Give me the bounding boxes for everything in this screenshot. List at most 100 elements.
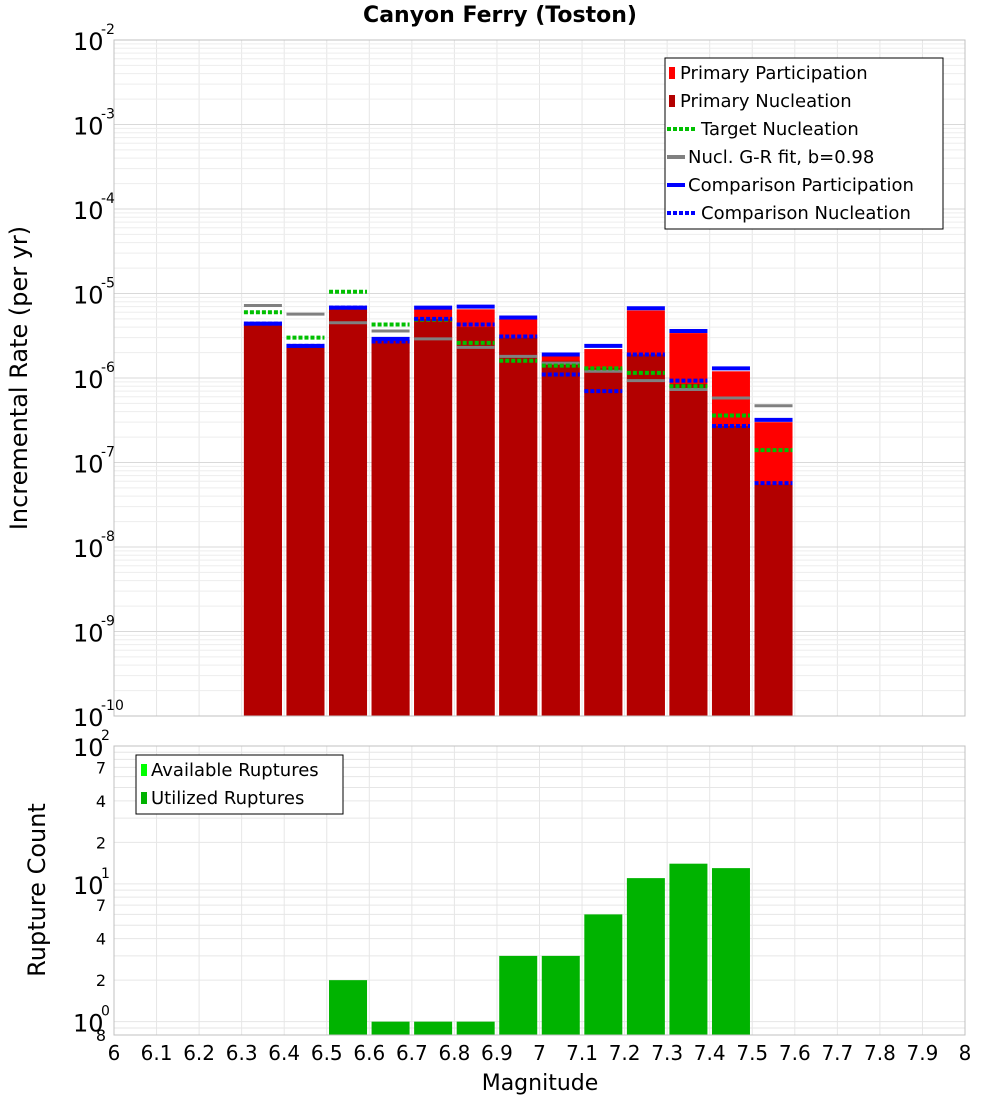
primary-nucleation-bar (669, 383, 708, 716)
x-axis-label: Magnitude (482, 1071, 599, 1096)
count-y-tick-exponent: 0 (101, 1004, 110, 1020)
x-tick-label: 8 (959, 1041, 972, 1065)
count-legend-label: Utilized Ruptures (151, 788, 304, 809)
x-tick-label: 6.4 (268, 1041, 300, 1065)
primary-nucleation-bar (371, 340, 410, 716)
rate-y-tick-exponent: -8 (101, 529, 115, 545)
x-tick-label: 7.2 (609, 1041, 641, 1065)
rate-y-tick-base: 10 (73, 535, 104, 563)
x-tick-label: 7.3 (651, 1041, 683, 1065)
rate-y-tick-exponent: -3 (101, 107, 115, 123)
x-tick-label: 7.4 (694, 1041, 726, 1065)
x-tick-label: 6.6 (353, 1041, 385, 1065)
count-y-axis-label: Rupture Count (23, 803, 51, 977)
utilized-ruptures-bar (329, 980, 368, 1035)
count-y-minor-tick: 2 (96, 971, 106, 990)
count-legend-label: Available Ruptures (151, 760, 319, 781)
count-y-tick-exponent: 1 (101, 866, 110, 882)
x-tick-label: 6.2 (183, 1041, 215, 1065)
count-legend: Available Ruptures Utilized Ruptures (135, 754, 344, 815)
rate-lines (243, 289, 793, 486)
rate-y-tick-exponent: -4 (101, 191, 115, 207)
utilized-ruptures-bar (414, 1021, 453, 1035)
x-tick-label: 6.1 (141, 1041, 173, 1065)
x-tick-label: 6.3 (226, 1041, 258, 1065)
primary-nucleation-bar (456, 327, 495, 716)
x-tick-label: 7.1 (566, 1041, 598, 1065)
count-y-minor-tick: 4 (96, 792, 106, 811)
utilized-ruptures-bar (371, 1021, 410, 1035)
count-y-tick-exponent: 2 (101, 728, 110, 744)
rate-y-tick-exponent: -7 (101, 445, 115, 461)
rate-legend: Primary Participation Primary Nucleation T… (664, 57, 944, 230)
utilized-ruptures-bar (541, 955, 580, 1035)
utilized-ruptures-bar (711, 868, 750, 1035)
primary-nucleation-bar (711, 426, 750, 716)
primary-nucleation-bar (286, 347, 325, 716)
count-plot-frame (113, 745, 966, 1036)
rate-y-tick-exponent: -5 (101, 276, 115, 292)
rate-plot-frame (113, 39, 966, 717)
x-tick-label: 7.9 (907, 1041, 939, 1065)
rate-y-axis-label: Incremental Rate (per yr) (5, 226, 33, 530)
count-y-minor-tick: 2 (96, 833, 106, 852)
rate-y-tick-base: 10 (73, 366, 104, 394)
rate-y-tick-exponent: -10 (101, 698, 124, 714)
x-tick-labels: 6 6.1 6.2 6.3 6.4 6.5 6.6 6.7 6.8 6.9 7 7.1 7.2 7.3 7.… (108, 1041, 972, 1065)
count-y-minor-tick: 4 (96, 930, 106, 949)
x-tick-label: 6.9 (481, 1041, 513, 1065)
count-bars (329, 863, 750, 1035)
rate-y-tick-exponent: -2 (101, 22, 115, 38)
x-tick-label: 7.8 (864, 1041, 896, 1065)
x-tick-label: 6 (108, 1041, 121, 1065)
rate-legend-label: Comparison Nucleation (701, 203, 911, 224)
rate-legend-label: Primary Nucleation (680, 91, 852, 112)
rate-y-tick-base: 10 (73, 197, 104, 225)
primary-nucleation-bar (626, 354, 665, 716)
count-y-minor-tick: 8 (96, 1026, 106, 1045)
rate-legend-swatch (669, 67, 675, 79)
rate-bars (243, 308, 793, 716)
x-tick-label: 6.7 (396, 1041, 428, 1065)
rate-legend-box (664, 57, 944, 230)
x-tick-label: 6.8 (438, 1041, 470, 1065)
rate-y-tick-base: 10 (73, 28, 104, 56)
rate-legend-label: Comparison Participation (688, 175, 914, 196)
primary-nucleation-bar (243, 324, 282, 716)
primary-nucleation-bar (329, 308, 368, 716)
rate-legend-label: Primary Participation (680, 63, 868, 84)
primary-nucleation-bar (499, 337, 538, 716)
x-tick-label: 6.5 (311, 1041, 343, 1065)
count-legend-swatch (141, 792, 147, 804)
primary-nucleation-bar (414, 318, 453, 716)
rate-legend-label: Target Nucleation (700, 119, 859, 140)
count-y-minor-tick: 7 (96, 758, 106, 777)
primary-nucleation-bar (541, 360, 580, 716)
rate-y-tick-base: 10 (73, 620, 104, 648)
count-y-tick-base: 10 (73, 872, 104, 900)
count-legend-swatch (141, 764, 147, 776)
rate-y-tick-base: 10 (73, 451, 104, 479)
chart-title: Canyon Ferry (Toston) (363, 3, 637, 28)
utilized-ruptures-bar (584, 914, 623, 1035)
count-y-tick-base: 10 (73, 734, 104, 762)
rate-y-tick-base: 10 (73, 113, 104, 141)
x-tick-label: 7 (533, 1041, 546, 1065)
count-legend-box (135, 754, 344, 815)
x-tick-label: 7.7 (821, 1041, 853, 1065)
rate-y-tick-base: 10 (73, 282, 104, 310)
x-tick-label: 7.6 (779, 1041, 811, 1065)
rate-legend-label: Nucl. G-R fit, b=0.98 (688, 147, 874, 168)
x-tick-label: 7.5 (736, 1041, 768, 1065)
primary-nucleation-bar (584, 368, 623, 716)
utilized-ruptures-bar (456, 1021, 495, 1035)
rate-legend-swatch (669, 95, 675, 107)
count-y-minor-tick: 7 (96, 896, 106, 915)
count-y-tick-base: 10 (73, 1010, 104, 1038)
rate-y-tick-exponent: -9 (101, 614, 115, 630)
